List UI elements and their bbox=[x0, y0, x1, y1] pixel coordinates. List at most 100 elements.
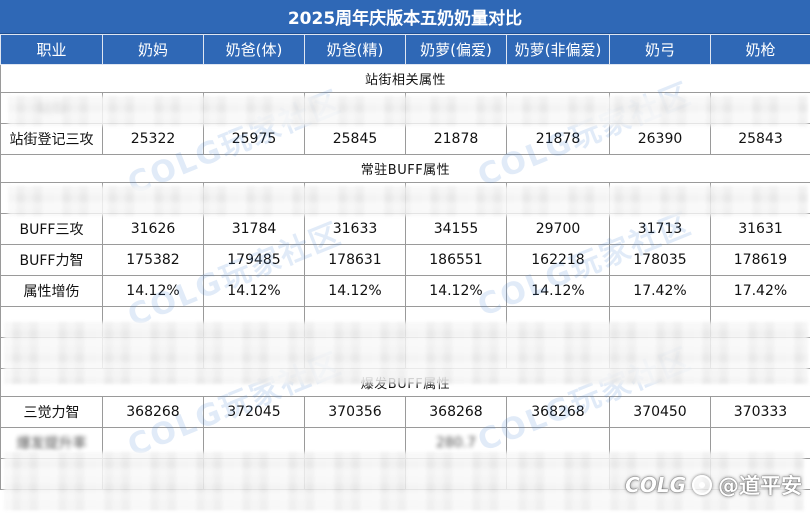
value-cell: 179485 bbox=[203, 244, 305, 276]
table-row bbox=[0, 337, 810, 369]
value-cell bbox=[203, 337, 305, 369]
table-row bbox=[0, 306, 810, 338]
value-text: 14.12% bbox=[227, 283, 281, 299]
row-label bbox=[0, 306, 103, 338]
value-cell: 31784 bbox=[203, 213, 305, 245]
value-text: 280.7 bbox=[435, 435, 477, 451]
weibo-icon bbox=[692, 475, 712, 495]
value-cell bbox=[102, 306, 204, 338]
value-text: 370450 bbox=[633, 404, 687, 420]
value-text: 175382 bbox=[126, 252, 180, 268]
table-title: 2025周年庆版本五奶奶量对比 bbox=[0, 0, 810, 34]
value-text: 31631 bbox=[738, 221, 783, 237]
value-cell bbox=[304, 337, 406, 369]
value-text: 368268 bbox=[126, 404, 180, 420]
value-cell bbox=[506, 337, 610, 369]
value-cell: 368268 bbox=[405, 396, 507, 428]
value-cell bbox=[304, 458, 406, 490]
value-text: 31713 bbox=[637, 221, 683, 237]
value-text: 21878 bbox=[433, 131, 479, 147]
value-cell: 175382 bbox=[102, 244, 204, 276]
value-cell: 25975 bbox=[203, 123, 305, 155]
table-row: BUFF三攻 31626 31784 31633 34155 29700 31713 3163… bbox=[0, 213, 810, 245]
value-cell bbox=[304, 427, 406, 459]
value-text: 370356 bbox=[328, 404, 382, 420]
table-row: 三觉力智 368268 372045 370356 368268 368268 370450… bbox=[0, 396, 810, 428]
row-label: BUFF力智 bbox=[0, 244, 103, 276]
value-cell bbox=[506, 458, 610, 490]
value-cell: 17.42% bbox=[710, 275, 810, 307]
value-text: 26390 bbox=[637, 131, 683, 147]
table-row: 站街登记三攻 25322 25975 25845 21878 21878 26390 2584… bbox=[0, 123, 810, 155]
value-cell bbox=[203, 306, 305, 338]
value-text: 178619 bbox=[733, 252, 788, 268]
section-row: 站街相关属性 bbox=[0, 64, 810, 93]
value-cell: 370333 bbox=[710, 396, 810, 428]
row-label: 站街登记三攻 bbox=[0, 123, 103, 155]
value-text: 34155 bbox=[433, 221, 479, 237]
table-body: 站街相关属性 站街 站街登记三攻 25322 25975 25845 21878 21878 2… bbox=[0, 64, 810, 490]
row-label bbox=[0, 458, 103, 490]
value-cell bbox=[405, 337, 507, 369]
value-text: 186551 bbox=[429, 252, 483, 268]
value-cell bbox=[506, 427, 610, 459]
value-cell bbox=[102, 92, 204, 124]
value-cell bbox=[506, 182, 610, 214]
value-text: 25322 bbox=[130, 131, 176, 147]
value-cell bbox=[506, 306, 610, 338]
value-text: 368268 bbox=[531, 404, 585, 420]
value-cell bbox=[710, 337, 810, 369]
table-row: 爆发提升率 280.7 bbox=[0, 427, 810, 459]
value-cell bbox=[609, 306, 711, 338]
row-label-text: BUFF三攻 bbox=[19, 222, 84, 238]
value-cell bbox=[203, 458, 305, 490]
value-cell bbox=[203, 427, 305, 459]
row-label-text: 站街登记三攻 bbox=[9, 132, 94, 148]
row-label-text: 爆发提升率 bbox=[16, 436, 87, 452]
value-cell: 178619 bbox=[710, 244, 810, 276]
value-cell bbox=[405, 92, 507, 124]
row-label: 爆发提升率 bbox=[0, 427, 103, 459]
value-text: 368268 bbox=[429, 404, 483, 420]
header-cell-class: 职业 bbox=[0, 34, 103, 65]
value-cell: 31633 bbox=[304, 213, 406, 245]
value-cell: 14.12% bbox=[304, 275, 406, 307]
row-label: BUFF三攻 bbox=[0, 213, 103, 245]
section-row: 爆发BUFF属性 bbox=[0, 368, 810, 397]
value-cell bbox=[609, 92, 711, 124]
value-cell bbox=[506, 92, 610, 124]
value-cell: 25322 bbox=[102, 123, 204, 155]
value-cell: 372045 bbox=[203, 396, 305, 428]
value-text: 17.42% bbox=[733, 283, 788, 299]
section-label: 站街相关属性 bbox=[0, 64, 810, 93]
value-text: 17.42% bbox=[633, 283, 687, 299]
row-label-text: BUFF力智 bbox=[19, 253, 84, 269]
header-cell-nailuo-feipianai: 奶萝(非偏爱) bbox=[506, 34, 610, 65]
value-cell bbox=[609, 182, 711, 214]
value-cell: 14.12% bbox=[506, 275, 610, 307]
value-cell: 25843 bbox=[710, 123, 810, 155]
value-text: 162218 bbox=[531, 252, 585, 268]
value-cell: 21878 bbox=[405, 123, 507, 155]
value-cell: 29700 bbox=[506, 213, 610, 245]
value-cell bbox=[102, 337, 204, 369]
header-cell-naigong: 奶弓 bbox=[609, 34, 711, 65]
header-cell-naiqiang: 奶枪 bbox=[710, 34, 810, 65]
table-row: BUFF力智 175382 179485 178631 186551 162218 1780… bbox=[0, 244, 810, 276]
value-text: 14.12% bbox=[328, 283, 382, 299]
value-cell bbox=[304, 182, 406, 214]
value-text: 31784 bbox=[231, 221, 277, 237]
value-cell: 370356 bbox=[304, 396, 406, 428]
header-row: 职业 奶妈 奶爸(体) 奶爸(精) 奶萝(偏爱) 奶萝(非偏爱) 奶弓 奶枪 bbox=[0, 34, 810, 65]
author-name: @道平安 bbox=[718, 474, 802, 498]
value-text: 178035 bbox=[633, 252, 687, 268]
value-text: 14.12% bbox=[126, 283, 180, 299]
value-text: 14.12% bbox=[429, 283, 483, 299]
author-watermark: COLG @道平安 bbox=[625, 470, 802, 500]
value-cell: 370450 bbox=[609, 396, 711, 428]
header-cell-nailuo-pianai: 奶萝(偏爱) bbox=[405, 34, 507, 65]
value-cell bbox=[304, 306, 406, 338]
value-cell bbox=[405, 306, 507, 338]
value-text: 25843 bbox=[738, 131, 783, 147]
